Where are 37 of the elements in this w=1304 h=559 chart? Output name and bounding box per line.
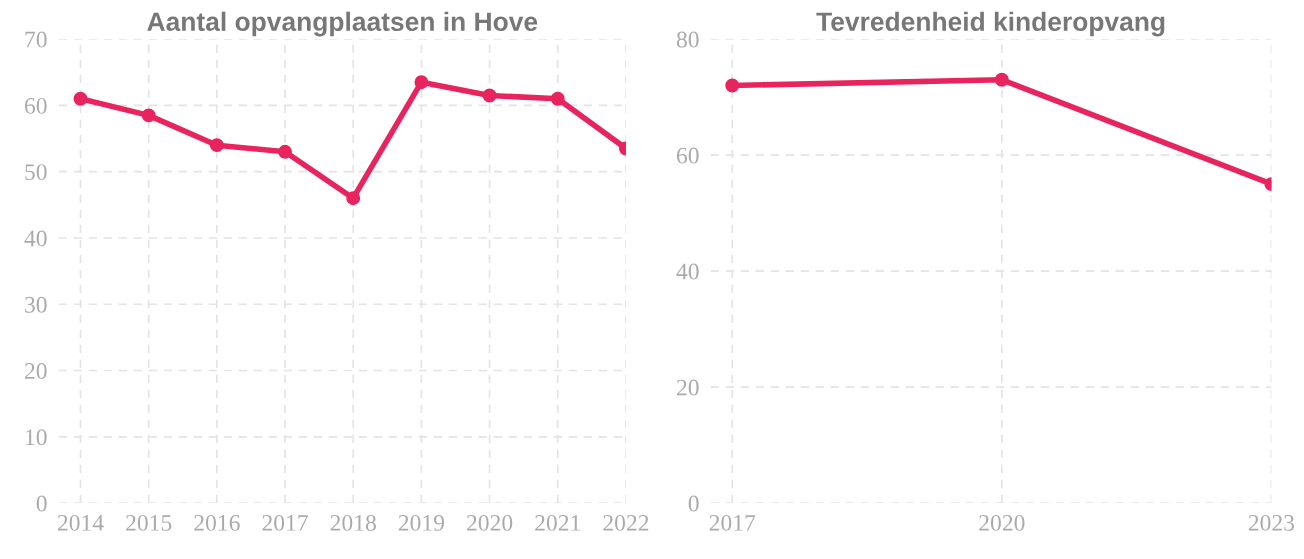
point — [209, 138, 224, 153]
chart-title: Aantal opvangplaatsen in Hove — [147, 11, 538, 37]
y-tick-label: 40 — [676, 263, 699, 280]
y-tick-label: 40 — [24, 230, 47, 247]
y-tick-label: 50 — [25, 164, 47, 181]
x-tick-label: 2021 — [535, 514, 580, 531]
point — [414, 75, 429, 90]
x-tick-label: 2022 — [603, 514, 649, 531]
y-tick-label: 60 — [676, 147, 699, 164]
point — [278, 144, 292, 159]
y-tick-label: 10 — [26, 429, 47, 446]
y-tick-label: 0 — [688, 495, 699, 512]
x-tick-label: 2023 — [1248, 514, 1295, 531]
point — [141, 108, 156, 123]
x-tick-label: 2019 — [398, 514, 445, 531]
x-tick-label: 2015 — [126, 514, 172, 531]
x-tick-label: 2018 — [330, 514, 376, 531]
point — [73, 91, 88, 106]
x-tick-label: 2020 — [466, 514, 513, 531]
y-tick-label: 0 — [36, 495, 47, 512]
point — [550, 91, 565, 106]
x-tick-label: 2017 — [262, 514, 308, 531]
y-tick-label: 20 — [676, 379, 699, 396]
point — [482, 88, 497, 103]
y-tick-label: 20 — [24, 363, 47, 379]
y-tick-label: 60 — [24, 97, 47, 114]
x-tick-label: 2014 — [57, 514, 104, 531]
chart-title: Tevredenheid kinderopvang — [816, 11, 1165, 37]
x-tick-label: 2020 — [979, 514, 1025, 531]
x-tick-label: 2016 — [194, 514, 240, 531]
point — [725, 78, 740, 93]
point — [994, 72, 1009, 87]
y-tick-label: 70 — [25, 31, 47, 48]
x-tick-label: 2017 — [709, 514, 756, 531]
point — [346, 191, 361, 206]
y-tick-label: 30 — [25, 296, 47, 313]
y-tick-label: 80 — [676, 31, 699, 48]
